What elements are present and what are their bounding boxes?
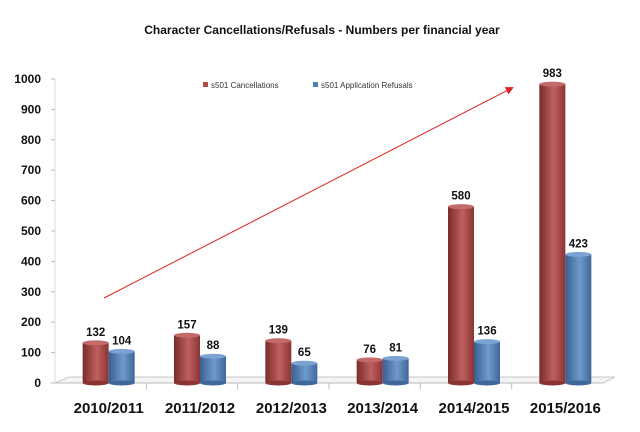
bar-base <box>565 380 592 386</box>
legend: s501 Cancellations s501 Application Refu… <box>203 81 413 90</box>
data-label: 76 <box>363 344 376 356</box>
bar-cancellations: 580 <box>448 191 474 386</box>
bar-base <box>539 380 566 386</box>
bar-cancellations: 76 <box>356 344 383 386</box>
bar-top <box>108 348 135 354</box>
data-label: 983 <box>543 68 562 80</box>
bar-body <box>356 359 383 383</box>
y-tick-label: 1000 <box>14 72 41 86</box>
chart-title: Character Cancellations/Refusals - Numbe… <box>144 23 500 37</box>
bar-body <box>474 341 500 383</box>
data-label: 580 <box>451 191 470 203</box>
bar-refusals: 136 <box>474 326 500 386</box>
bar-base <box>356 380 383 386</box>
bar-top <box>174 332 200 338</box>
bar-cancellations: 139 <box>265 325 292 386</box>
data-label: 423 <box>569 238 588 250</box>
bar-top <box>448 204 474 210</box>
bar-base <box>382 380 409 386</box>
bar-refusals: 423 <box>565 238 592 386</box>
bar-top <box>356 357 383 363</box>
legend-swatch-cancellations <box>203 82 208 87</box>
bar-top <box>474 339 500 345</box>
data-label: 132 <box>86 327 105 339</box>
bar-body <box>82 342 109 383</box>
bar-refusals: 65 <box>291 347 318 386</box>
legend-swatch-refusals <box>313 82 318 87</box>
bar-top <box>382 355 409 361</box>
y-tick-label: 800 <box>21 133 41 147</box>
bar-refusals: 81 <box>382 342 409 386</box>
bar-body <box>448 206 474 383</box>
bar-base <box>474 380 500 386</box>
y-tick-label: 0 <box>34 376 41 390</box>
y-tick-label: 300 <box>21 285 41 299</box>
bar-top <box>265 338 292 344</box>
data-label: 65 <box>298 347 311 359</box>
data-label: 88 <box>207 340 220 352</box>
bar-top <box>291 360 318 366</box>
bar-cancellations: 157 <box>174 319 200 386</box>
bar-top <box>200 353 226 359</box>
data-label: 104 <box>112 335 132 347</box>
x-tick-label: 2014/2015 <box>439 400 510 417</box>
data-label: 139 <box>269 325 288 337</box>
bar-top <box>539 81 566 87</box>
bar-base <box>108 380 135 386</box>
bar-base <box>174 380 200 386</box>
bar-base <box>265 380 292 386</box>
legend-label-refusals: s501 Application Refusals <box>321 81 413 90</box>
data-label: 157 <box>177 319 196 331</box>
y-tick-label: 700 <box>21 163 41 177</box>
bar-base <box>82 380 109 386</box>
y-tick-label: 100 <box>21 346 41 360</box>
y-tick-label: 600 <box>21 194 41 208</box>
legend-label-cancellations: s501 Cancellations <box>211 81 279 90</box>
bar-body <box>200 356 226 383</box>
y-tick-label: 400 <box>21 254 41 268</box>
y-tick-label: 500 <box>21 224 41 238</box>
data-label: 81 <box>389 342 402 354</box>
bar-body <box>291 363 318 383</box>
bar-refusals: 88 <box>200 340 226 386</box>
chart-floor <box>54 376 616 384</box>
bar-base <box>200 380 226 386</box>
trend-arrow <box>103 87 514 299</box>
bar-body <box>174 335 200 383</box>
bar-body <box>565 254 592 383</box>
y-tick-label: 200 <box>21 315 41 329</box>
bar-body <box>108 351 135 383</box>
bar-cancellations: 132 <box>82 327 109 386</box>
data-label: 136 <box>477 326 496 338</box>
x-tick-label: 2011/2012 <box>165 400 235 417</box>
x-tick-label: 2013/2014 <box>347 400 419 417</box>
x-tick-label: 2012/2013 <box>256 400 327 417</box>
bar-base <box>448 380 474 386</box>
x-tick-label: 2015/2016 <box>530 400 601 417</box>
x-tick-label: 2010/2011 <box>74 400 144 417</box>
bar-top <box>82 340 109 346</box>
bar-top <box>565 251 592 257</box>
bar-refusals: 104 <box>108 335 135 386</box>
bar-body <box>265 340 292 383</box>
y-tick-label: 900 <box>21 102 41 116</box>
bar-body <box>382 358 409 383</box>
bar-body <box>539 84 566 383</box>
bar-cancellations: 983 <box>539 68 566 386</box>
bar-base <box>291 380 318 386</box>
